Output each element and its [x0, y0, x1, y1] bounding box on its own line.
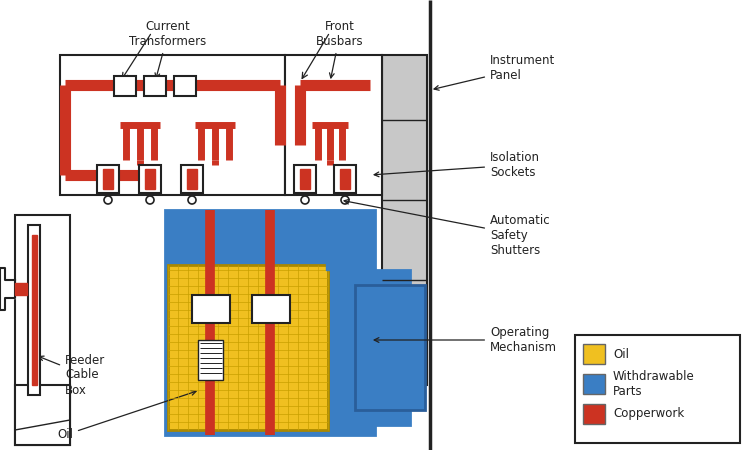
Bar	[256, 240, 291, 258]
Text: Operating
Mechanism: Operating Mechanism	[374, 326, 557, 354]
Bar	[285, 55, 382, 195]
Bar	[139, 165, 161, 193]
Bar	[334, 165, 356, 193]
Bar	[32, 235, 37, 385]
Bar	[382, 55, 427, 385]
Bar	[583, 344, 605, 364]
Bar	[300, 169, 310, 189]
Bar	[97, 165, 119, 193]
Bar	[583, 374, 605, 394]
Bar	[165, 210, 375, 435]
Bar	[340, 169, 350, 189]
Bar	[181, 165, 203, 193]
Bar	[294, 165, 316, 193]
Text: Feeder
Cable
Box: Feeder Cable Box	[39, 354, 105, 396]
Text: Current
Transformers: Current Transformers	[129, 20, 206, 78]
Bar	[174, 76, 196, 96]
Bar	[28, 225, 40, 395]
Text: Isolation
Sockets: Isolation Sockets	[374, 151, 540, 179]
Bar	[196, 240, 231, 258]
Bar	[355, 285, 425, 410]
Bar	[168, 265, 328, 430]
Bar	[15, 283, 27, 295]
Bar	[198, 340, 223, 380]
Text: Withdrawable
Parts: Withdrawable Parts	[613, 370, 695, 398]
Text: Oil: Oil	[57, 391, 196, 441]
Bar	[15, 385, 70, 445]
Bar	[330, 270, 410, 425]
Bar	[187, 169, 197, 189]
Bar	[15, 215, 70, 445]
Bar	[575, 335, 740, 443]
Text: Automatic
Safety
Shutters: Automatic Safety Shutters	[344, 199, 550, 256]
Text: Instrument
Panel: Instrument Panel	[434, 54, 555, 90]
Bar	[144, 76, 166, 96]
Text: Copperwork: Copperwork	[613, 408, 684, 420]
Polygon shape	[0, 268, 15, 310]
Bar	[583, 404, 605, 424]
Bar	[252, 295, 290, 323]
Bar	[60, 55, 285, 195]
Bar	[326, 210, 346, 270]
Bar	[103, 169, 113, 189]
Bar	[145, 169, 155, 189]
Text: Oil: Oil	[613, 347, 629, 360]
Bar	[114, 76, 136, 96]
Bar	[192, 295, 230, 323]
Text: Front
Busbars: Front Busbars	[316, 20, 364, 78]
